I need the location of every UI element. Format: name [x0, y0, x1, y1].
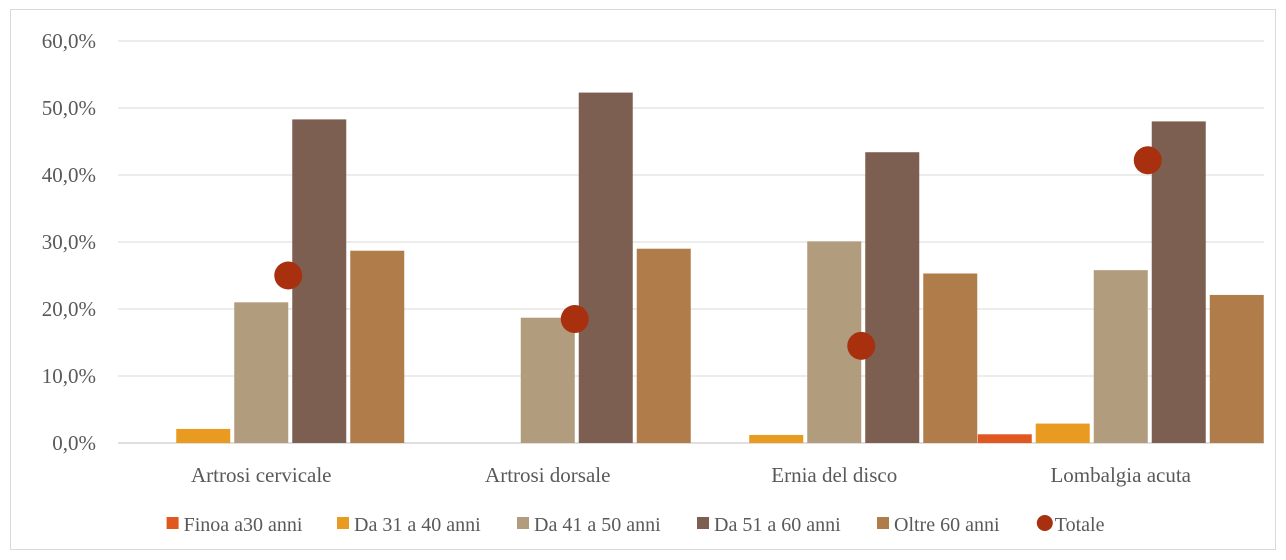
total-marker: [274, 261, 303, 290]
bars: [176, 92, 1264, 444]
legend-swatch: [337, 517, 349, 529]
gridlines: [118, 40, 1264, 444]
legend-swatch: [877, 517, 889, 529]
bar: [1093, 270, 1148, 443]
legend-label: Finoa a30 anni: [184, 514, 303, 536]
bar: [176, 428, 231, 443]
bar: [1151, 121, 1206, 444]
total-marker: [560, 305, 589, 334]
y-tick-label: 30,0%: [42, 230, 96, 254]
bar: [292, 119, 347, 443]
legend-swatch: [697, 517, 709, 529]
legend-swatch: [166, 517, 179, 529]
bar: [923, 273, 978, 443]
legend-label: Totale: [1055, 514, 1105, 536]
x-axis-categories: Artrosi cervicale Artrosi dorsale Ernia de…: [191, 463, 1192, 487]
legend: Finoa a30 anni Da 31 a 40 anni Da 41 a 50 …: [166, 514, 1105, 536]
bar: [865, 152, 920, 443]
y-tick-label: 20,0%: [42, 297, 96, 321]
bar: [578, 92, 633, 443]
y-tick-label: 50,0%: [42, 96, 96, 120]
legend-label: Da 31 a 40 anni: [354, 514, 481, 536]
legend-label: Da 41 a 50 anni: [534, 514, 661, 536]
bar: [977, 434, 1032, 443]
total-markers: [274, 146, 1162, 360]
bar: [520, 317, 575, 443]
y-tick-label: 0,0%: [52, 431, 96, 455]
y-tick-label: 60,0%: [42, 29, 96, 53]
bar: [749, 434, 804, 443]
bar: [1035, 423, 1090, 443]
legend-swatch: [517, 517, 529, 529]
bar: [234, 302, 289, 443]
y-axis-ticks: 0,0% 10,0% 20,0% 30,0% 40,0% 50,0% 60,0%: [42, 29, 96, 455]
total-marker: [847, 331, 876, 360]
bar: [350, 250, 405, 443]
y-tick-label: 10,0%: [42, 364, 96, 388]
y-tick-label: 40,0%: [42, 163, 96, 187]
x-category-label: Artrosi dorsale: [485, 463, 610, 487]
x-category-label: Artrosi cervicale: [191, 463, 332, 487]
bar: [1209, 294, 1264, 443]
legend-label: Oltre 60 anni: [894, 514, 1000, 536]
legend-label: Da 51 a 60 anni: [714, 514, 841, 536]
bar: [636, 248, 691, 443]
x-category-label: Ernia del disco: [771, 463, 897, 487]
legend-swatch: [1036, 515, 1053, 531]
x-category-label: Lombalgia acuta: [1050, 463, 1191, 487]
total-marker: [1133, 146, 1162, 175]
